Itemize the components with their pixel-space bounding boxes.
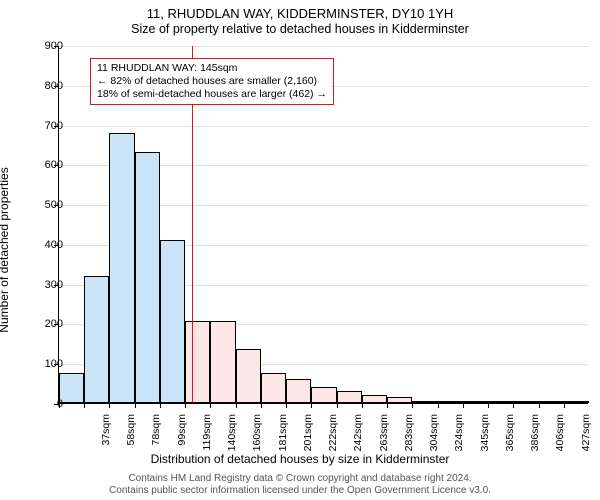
histogram-bar: [412, 401, 437, 403]
chart-title: 11, RHUDDLAN WAY, KIDDERMINSTER, DY10 1Y…: [0, 6, 600, 21]
histogram-bar: [236, 349, 261, 403]
y-tick-label: 300: [23, 279, 63, 291]
histogram-bar: [286, 379, 311, 403]
chart-container: 11, RHUDDLAN WAY, KIDDERMINSTER, DY10 1Y…: [0, 0, 600, 500]
annotation-box: 11 RHUDDLAN WAY: 145sqm← 82% of detached…: [90, 58, 334, 105]
histogram-bar: [160, 240, 185, 403]
x-tick: [84, 403, 85, 408]
x-tick: [109, 403, 110, 408]
x-tick: [236, 403, 237, 408]
histogram-bar: [387, 397, 412, 403]
y-tick-label: 600: [23, 159, 63, 171]
histogram-bar: [438, 401, 463, 403]
x-tick: [160, 403, 161, 408]
histogram-bar: [135, 152, 160, 403]
x-tick: [564, 403, 565, 408]
x-axis-label: Distribution of detached houses by size …: [0, 452, 600, 466]
histogram-bar: [185, 321, 210, 403]
annotation-line: 11 RHUDDLAN WAY: 145sqm: [97, 62, 327, 75]
annotation-line: ← 82% of detached houses are smaller (2,…: [97, 75, 327, 88]
x-tick: [210, 403, 211, 408]
x-tick: [185, 403, 186, 408]
histogram-bar: [337, 391, 362, 403]
x-tick: [513, 403, 514, 408]
y-tick-label: 800: [23, 80, 63, 92]
y-tick-label: 500: [23, 199, 63, 211]
histogram-bar: [84, 276, 109, 403]
x-tick: [539, 403, 540, 408]
y-tick-label: 900: [23, 40, 63, 52]
x-tick: [286, 403, 287, 408]
credit-line-2: Contains public sector information licen…: [0, 485, 600, 496]
x-tick: [488, 403, 489, 408]
y-tick-label: 200: [23, 318, 63, 330]
y-tick-label: 0: [23, 398, 63, 410]
gridline: [59, 46, 588, 47]
histogram-bar: [463, 401, 488, 403]
x-tick: [412, 403, 413, 408]
histogram-bar: [564, 401, 589, 403]
y-tick-label: 400: [23, 239, 63, 251]
x-tick: [261, 403, 262, 408]
x-tick: [387, 403, 388, 408]
gridline: [59, 126, 588, 127]
y-axis-label: Number of detached properties: [0, 167, 11, 332]
chart-subtitle: Size of property relative to detached ho…: [0, 22, 600, 36]
credit-line-1: Contains HM Land Registry data © Crown c…: [0, 473, 600, 484]
histogram-bar: [210, 321, 235, 403]
histogram-bar: [261, 373, 286, 403]
y-tick-label: 100: [23, 358, 63, 370]
x-tick: [337, 403, 338, 408]
histogram-bar: [488, 401, 513, 403]
histogram-bar: [539, 401, 564, 403]
histogram-bar: [109, 133, 134, 403]
x-tick: [362, 403, 363, 408]
x-tick: [438, 403, 439, 408]
x-tick: [135, 403, 136, 408]
y-tick-label: 700: [23, 120, 63, 132]
x-tick: [311, 403, 312, 408]
x-tick: [463, 403, 464, 408]
annotation-line: 18% of semi-detached houses are larger (…: [97, 88, 327, 101]
histogram-bar: [362, 395, 387, 403]
histogram-bar: [513, 401, 538, 403]
histogram-bar: [311, 387, 336, 403]
